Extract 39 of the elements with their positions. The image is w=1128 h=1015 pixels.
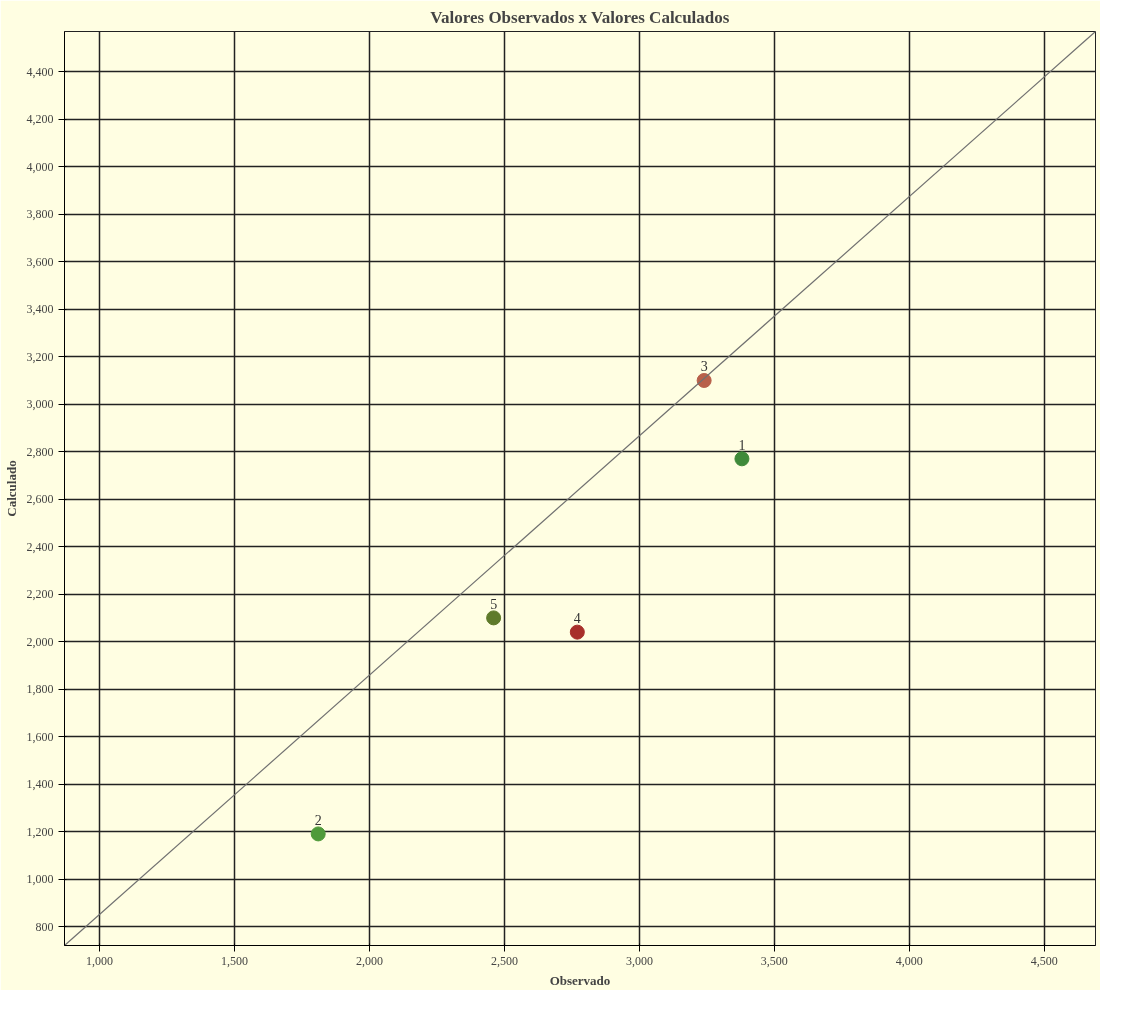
y-tick-label: 1,800 — [26, 682, 54, 697]
y-tick-label: 2,600 — [26, 492, 54, 507]
y-tick-label: 2,000 — [26, 634, 54, 649]
point — [569, 624, 585, 640]
annotation: 1 — [738, 437, 746, 453]
x-tick-label: 3,000 — [625, 953, 653, 968]
y-tick-label: 1,200 — [26, 824, 54, 839]
y-tick-label: 4,200 — [26, 112, 54, 127]
annotation: 3 — [700, 359, 708, 375]
y-tick-label: 3,000 — [26, 397, 54, 412]
x-tick-label: 4,500 — [1030, 953, 1058, 968]
x-tick-label: 4,000 — [895, 953, 923, 968]
y-tick-label: 1,400 — [26, 777, 54, 792]
chart-title: Valores Observados x Valores Calculados — [430, 7, 730, 27]
x-tick-label: 2,000 — [355, 953, 383, 968]
y-tick-label: 3,800 — [26, 207, 54, 222]
x-tick-label: 1,000 — [86, 953, 114, 968]
point — [734, 451, 750, 467]
annotation: 4 — [573, 611, 581, 627]
y-tick-label: 3,600 — [26, 254, 54, 269]
point — [486, 610, 502, 626]
y-tick-label: 2,400 — [26, 539, 54, 554]
y-tick-label: 3,400 — [26, 302, 54, 317]
x-tick-label: 3,500 — [760, 953, 788, 968]
y-tick-label: 1,600 — [26, 729, 54, 744]
annotation: 2 — [314, 812, 322, 828]
y-tick-label: 4,400 — [26, 64, 54, 79]
x-tick-label: 1,500 — [221, 953, 249, 968]
point — [310, 826, 326, 842]
y-tick-label: 3,200 — [26, 349, 54, 364]
annotation: 5 — [490, 596, 498, 612]
y-tick-label: 2,800 — [26, 444, 54, 459]
x-tick-label: 2,500 — [490, 953, 518, 968]
y-tick-label: 800 — [35, 919, 54, 934]
y-tick-label: 2,200 — [26, 587, 54, 602]
y-axis-title: Calculado — [3, 460, 19, 517]
y-tick-label: 4,000 — [26, 159, 54, 174]
x-axis-title: Observado — [549, 972, 611, 988]
y-tick-label: 1,000 — [26, 872, 54, 887]
